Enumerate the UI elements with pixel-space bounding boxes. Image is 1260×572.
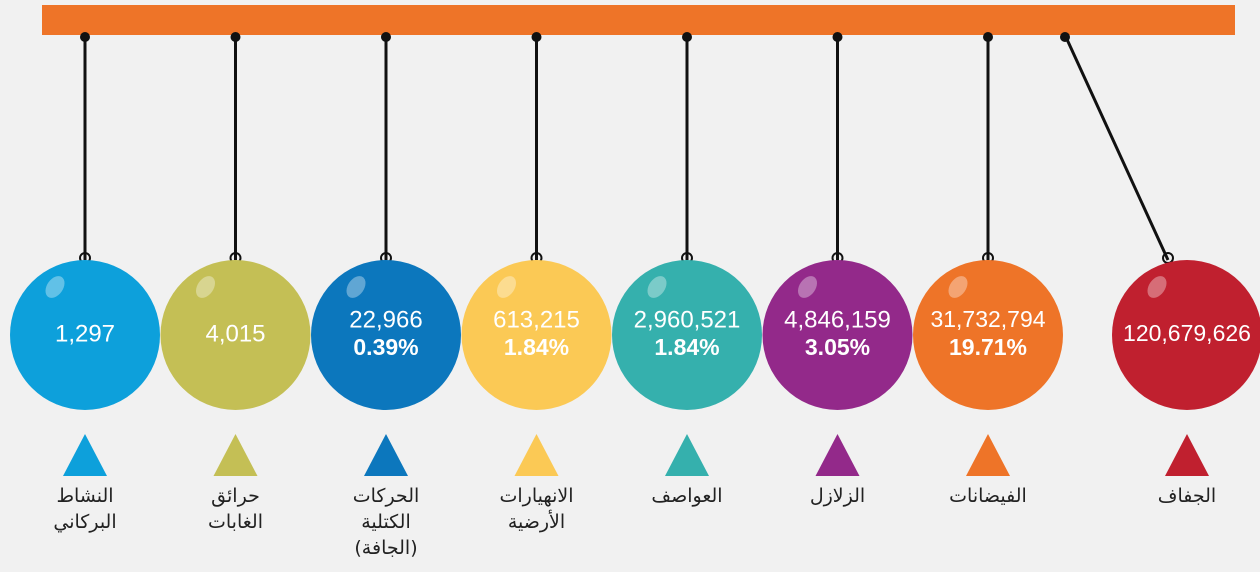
ball-percent: 19.71% (949, 334, 1027, 360)
icon (815, 434, 860, 476)
ball (461, 260, 612, 410)
highlight (496, 276, 517, 298)
highlight (195, 276, 216, 298)
ball (311, 260, 461, 410)
ball (10, 260, 160, 410)
hook (531, 32, 542, 42)
ball-value: 1,297 (55, 320, 115, 347)
icon (1165, 434, 1209, 476)
hook (381, 32, 391, 42)
ball-value: 31,732,794 (930, 306, 1045, 332)
item-label: الكتلية (361, 511, 411, 533)
highlight (45, 276, 65, 298)
icon (63, 434, 107, 476)
item-label: الانهيارات (499, 485, 573, 507)
icon (665, 434, 709, 476)
icon (213, 434, 258, 476)
ball-value: 4,846,159 (784, 306, 891, 333)
ball-value: 22,966 (349, 306, 422, 333)
item-label: الأرضية (508, 510, 565, 533)
highlight (797, 276, 818, 298)
ball-value: 4,015 (205, 320, 265, 347)
ball-percent: 1.84% (504, 334, 569, 360)
item-label: الحركات (353, 485, 420, 507)
icon (966, 434, 1010, 476)
ball-value: 120,679,626 (1123, 320, 1251, 346)
hook (983, 32, 993, 42)
highlight (1147, 276, 1167, 298)
ball-value: 613,215 (493, 306, 580, 333)
item-label: الفيضانات (949, 485, 1027, 507)
hook (230, 32, 241, 42)
item-label: العواصف (651, 485, 722, 507)
hook (80, 32, 90, 42)
item-label: الغابات (208, 511, 263, 533)
ball (612, 260, 762, 410)
item-label: النشاط (56, 485, 113, 507)
item-label: الجفاف (1158, 485, 1216, 507)
ball-percent: 3.05% (805, 334, 870, 360)
item-label: الزلازل (810, 485, 865, 507)
ball-value: 2,960,521 (634, 306, 741, 333)
hook (832, 32, 843, 42)
item-label: البركاني (53, 511, 116, 533)
icon (514, 434, 559, 476)
highlight (647, 276, 667, 298)
ball (160, 260, 311, 410)
hook (682, 32, 692, 42)
item-label: حرائق (211, 485, 260, 507)
highlight (948, 276, 968, 298)
ball (1112, 260, 1260, 410)
ball (913, 260, 1063, 410)
string (1063, 34, 1170, 261)
highlight (346, 276, 366, 298)
top-bar (42, 5, 1235, 35)
ball-percent: 0.39% (353, 334, 418, 360)
icon (364, 434, 408, 476)
ball (762, 260, 913, 410)
hook (1060, 32, 1070, 42)
item-label: (الجافة) (354, 537, 417, 559)
ball-percent: 1.84% (654, 334, 719, 360)
